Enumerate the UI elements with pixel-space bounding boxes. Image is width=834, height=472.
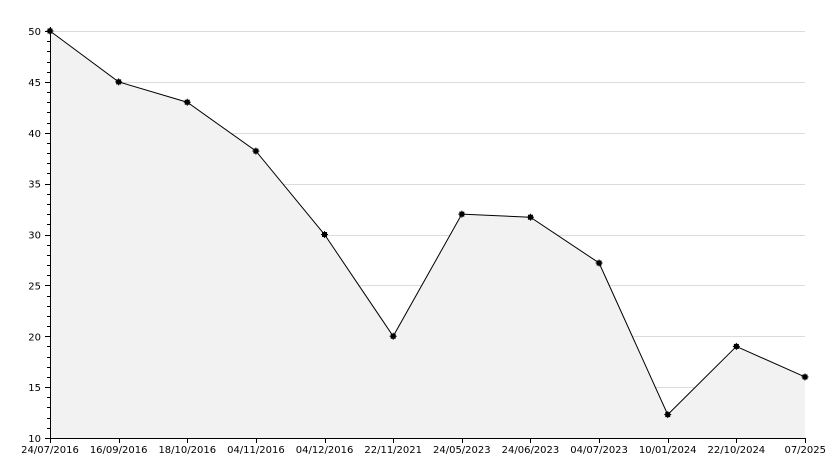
- marker-layer: [46, 27, 809, 419]
- data-point-4: [321, 231, 329, 238]
- x-tick-label-1: 16/09/2016: [90, 445, 148, 456]
- axis-layer: [45, 27, 806, 443]
- y-tick-label-3: 25: [28, 281, 41, 292]
- series-line: [49, 30, 806, 416]
- x-tick-label-10: 22/10/2024: [708, 445, 766, 456]
- data-point-0: [46, 27, 54, 35]
- x-tick-label-6: 24/05/2023: [433, 445, 491, 456]
- y-tick-label-6: 40: [28, 129, 41, 140]
- x-tick-label-4: 04/12/2016: [296, 445, 354, 456]
- line-layer: [49, 30, 806, 416]
- data-point-10: [732, 342, 740, 350]
- x-tick-label-8: 04/07/2023: [570, 445, 628, 456]
- y-tick-label-5: 35: [28, 180, 41, 191]
- y-tick-label-1: 15: [28, 383, 41, 394]
- data-point-7: [526, 213, 534, 221]
- data-point-6: [458, 210, 466, 218]
- data-point-3: [252, 147, 260, 155]
- data-point-8: [595, 259, 603, 267]
- label-layer: 10 15 20 25 30 35 40 45 50 24/07/2016 16/09/2016 18…: [21, 27, 826, 456]
- data-point-11: [801, 373, 809, 381]
- x-tick-label-0: 24/07/2016: [21, 445, 79, 456]
- area-layer: [50, 31, 805, 438]
- y-tick-label-4: 30: [28, 231, 41, 242]
- data-point-2: [183, 98, 191, 106]
- y-tick-label-7: 45: [28, 78, 41, 89]
- x-tick-label-7: 24/06/2023: [502, 445, 560, 456]
- x-tick-label-11: 07/2025: [784, 445, 826, 456]
- y-tick-label-8: 50: [28, 27, 41, 38]
- data-point-9: [664, 411, 672, 419]
- x-tick-label-2: 18/10/2016: [158, 445, 216, 456]
- area-fill: [50, 31, 805, 438]
- x-tick-label-5: 22/11/2021: [364, 445, 422, 456]
- x-tick-label-9: 10/01/2024: [639, 445, 697, 456]
- y-tick-label-2: 20: [28, 332, 41, 343]
- data-point-5: [389, 332, 397, 340]
- x-tick-label-3: 04/11/2016: [227, 445, 285, 456]
- y-tick-label-0: 10: [28, 434, 41, 445]
- data-point-1: [115, 78, 123, 86]
